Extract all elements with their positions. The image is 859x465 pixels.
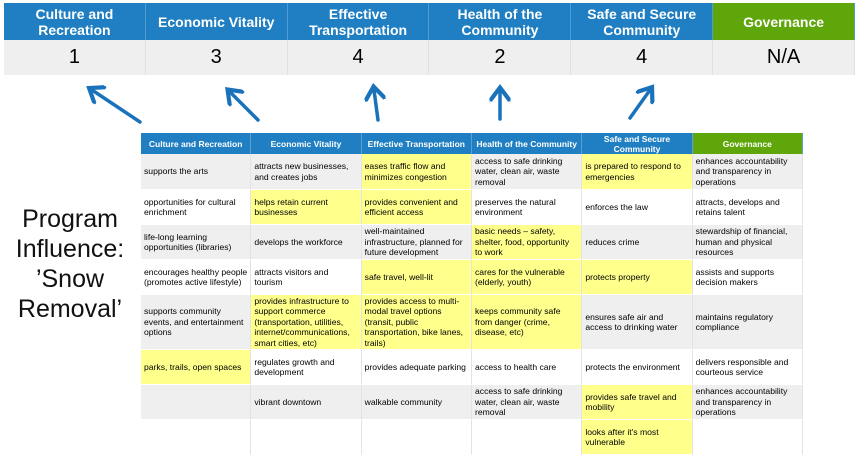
arrow-icon (628, 90, 650, 120)
table-cell (141, 385, 252, 420)
table-cell (472, 420, 583, 455)
table-cell: protects the environment (582, 350, 693, 385)
program-influence-title: Program Influence: ’Snow Removal’ (4, 204, 136, 324)
summary-score: 3 (145, 40, 288, 75)
highlighted-cell: parks, trails, open spaces (141, 350, 252, 385)
table-cell: encourages healthy people (promotes acti… (141, 260, 252, 295)
highlighted-cell: is prepared to respond to emergencies (582, 154, 693, 190)
table-cell: walkable community (361, 385, 472, 420)
table-cell: reduces crime (582, 225, 693, 260)
table-cell: ensures safe air and access to drinking … (582, 295, 693, 350)
table-cell: attracts new businesses, and creates job… (251, 154, 362, 190)
table-cell: maintains regulatory compliance (692, 295, 803, 350)
arrow-icon (374, 90, 378, 122)
table-cell (692, 420, 803, 455)
column-header: Governance (692, 133, 803, 154)
summary-header: Safe and Secure Community (571, 3, 714, 40)
table-cell: enhances accountability and transparency… (692, 385, 803, 420)
table-cell: opportunities for cultural enrichment (141, 190, 252, 225)
highlighted-cell: cares for the vulnerable (elderly, youth… (472, 260, 583, 295)
highlighted-cell: looks after it's most vulnerable (582, 420, 693, 455)
summary-score: 4 (571, 40, 714, 75)
highlighted-cell: provides safe travel and mobility (582, 385, 693, 420)
table-cell: attracts visitors and tourism (251, 260, 362, 295)
table-cell: life-long learning opportunities (librar… (141, 225, 252, 260)
title-line: Influence: (15, 235, 125, 263)
table-cell: supports the arts (141, 154, 252, 190)
highlighted-cell: provides access to multi-modal travel op… (361, 295, 472, 350)
highlighted-cell: eases traffic flow and minimizes congest… (361, 154, 472, 190)
summary-header: Economic Vitality (145, 3, 288, 40)
table-cell: provides adequate parking (361, 350, 472, 385)
table-cell: access to safe drinking water, clean air… (472, 154, 583, 190)
column-header: Safe and Secure Community (582, 133, 693, 154)
highlighted-cell: helps retain current businesses (251, 190, 362, 225)
highlighted-cell: provides infrastructure to support comme… (251, 295, 362, 350)
summary-score: 4 (287, 40, 430, 75)
table-cell: enforces the law (582, 190, 693, 225)
table-cell (361, 420, 472, 455)
table-cell (251, 420, 362, 455)
summary-header: Effective Transportation (287, 3, 430, 40)
summary-header: Culture and Recreation (4, 3, 146, 40)
summary-score: N/A (713, 40, 855, 75)
title-line: Program (22, 205, 118, 233)
summary-score: 2 (429, 40, 572, 75)
highlighted-cell: basic needs – safety, shelter, food, opp… (472, 225, 583, 260)
influence-table: Culture and Recreation Economic Vitality E… (141, 133, 803, 455)
title-line: Removal’ (17, 295, 123, 323)
summary-header: Governance (713, 3, 855, 40)
highlighted-cell: protects property (582, 260, 693, 295)
arrow-icon (230, 92, 260, 122)
table-cell: attracts, develops and retains talent (692, 190, 803, 225)
table-cell: access to health care (472, 350, 583, 385)
column-header: Effective Transportation (361, 133, 472, 154)
table-cell: vibrant downtown (251, 385, 362, 420)
table-cell: access to safe drinking water, clean air… (472, 385, 583, 420)
summary-score-table: Culture and Recreation Economic Vitality E… (4, 3, 855, 75)
column-header: Culture and Recreation (141, 133, 252, 154)
column-header: Health of the Community (472, 133, 583, 154)
column-header: Economic Vitality (251, 133, 362, 154)
table-cell: stewardship of financial, human and phys… (692, 225, 803, 260)
arrow-icon (92, 90, 142, 124)
table-cell: develops the workforce (251, 225, 362, 260)
table-cell: well-maintained infrastructure, planned … (361, 225, 472, 260)
table-cell (141, 420, 252, 455)
highlighted-cell: safe travel, well-lit (361, 260, 472, 295)
table-cell: delivers responsible and courteous servi… (692, 350, 803, 385)
highlighted-cell: keeps community safe from danger (crime,… (472, 295, 583, 350)
table-cell: assists and supports decision makers (692, 260, 803, 295)
table-cell: enhances accountability and transparency… (692, 154, 803, 190)
summary-header: Health of the Community (429, 3, 572, 40)
table-cell: preserves the natural environment (472, 190, 583, 225)
highlighted-cell: provides convenient and efficient access (361, 190, 472, 225)
summary-score: 1 (4, 40, 146, 75)
table-cell: supports community events, and entertain… (141, 295, 252, 350)
title-line: ’Snow (35, 265, 105, 293)
table-cell: regulates growth and development (251, 350, 362, 385)
